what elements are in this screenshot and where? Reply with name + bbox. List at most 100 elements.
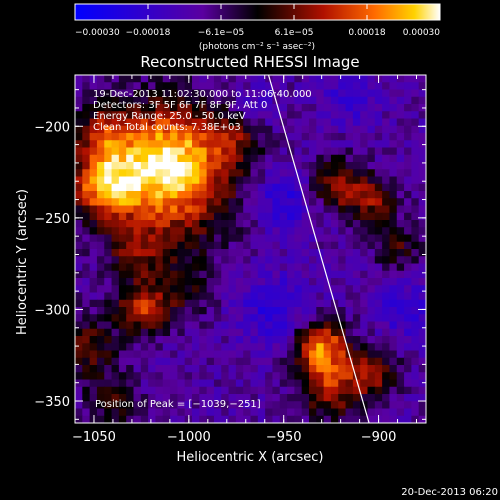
heatmap-cell xyxy=(411,357,420,366)
heatmap-cell xyxy=(294,336,303,344)
heatmap-cell xyxy=(382,176,391,185)
heatmap-cell xyxy=(352,299,361,308)
heatmap-cell xyxy=(287,82,295,91)
heatmap-cell xyxy=(155,408,164,417)
heatmap-cell xyxy=(104,314,113,323)
heatmap-cell xyxy=(170,379,178,388)
heatmap-cell xyxy=(170,314,178,323)
heatmap-cell xyxy=(301,212,310,221)
heatmap-cell xyxy=(111,118,120,127)
heatmap-cell xyxy=(184,111,193,120)
heatmap-cell xyxy=(309,104,317,112)
heatmap-cell xyxy=(228,285,237,294)
heatmap-cell xyxy=(140,104,149,112)
heatmap-cell xyxy=(411,133,420,141)
heatmap-cell xyxy=(287,394,295,402)
heatmap-cell xyxy=(199,96,208,105)
heatmap-cell xyxy=(360,241,369,250)
heatmap-cell xyxy=(352,365,361,373)
heatmap-cell xyxy=(396,169,405,178)
heatmap-cell xyxy=(382,328,391,337)
heatmap-cell xyxy=(272,205,281,214)
heatmap-cell xyxy=(162,299,171,308)
heatmap-cell xyxy=(411,227,420,236)
heatmap-cell xyxy=(345,292,354,301)
heatmap-cell xyxy=(235,104,244,112)
heatmap-cell xyxy=(235,154,244,163)
heatmap-cell xyxy=(294,191,303,199)
heatmap-cell xyxy=(257,321,266,330)
heatmap-cell xyxy=(177,365,186,373)
heatmap-cell xyxy=(96,212,105,221)
heatmap-cell xyxy=(411,169,420,178)
heatmap-cell xyxy=(148,307,157,315)
heatmap-cell xyxy=(199,357,208,366)
heatmap-cell xyxy=(111,133,120,141)
heatmap-cell xyxy=(243,191,252,199)
heatmap-cell xyxy=(360,118,369,127)
heatmap-cell xyxy=(338,104,347,112)
heatmap-cell xyxy=(352,176,361,185)
heatmap-cell xyxy=(411,299,420,308)
heatmap-cell xyxy=(352,285,361,294)
heatmap-cell xyxy=(382,154,391,163)
heatmap-cell xyxy=(243,198,252,207)
heatmap-cell xyxy=(265,278,274,286)
heatmap-cell xyxy=(411,249,420,257)
heatmap-cell xyxy=(316,162,325,170)
heatmap-cell xyxy=(257,357,266,366)
heatmap-cell xyxy=(235,292,244,301)
heatmap-cell xyxy=(221,169,230,178)
heatmap-cell xyxy=(243,365,252,373)
heatmap-cell xyxy=(206,169,215,178)
heatmap-cell xyxy=(382,394,391,402)
heatmap-cell xyxy=(272,292,281,301)
heatmap-cell xyxy=(155,285,164,294)
heatmap-cell xyxy=(155,176,164,185)
heatmap-cell xyxy=(309,75,317,83)
heatmap-cell xyxy=(396,386,405,395)
heatmap-cell xyxy=(221,96,230,105)
heatmap-cell xyxy=(265,234,274,243)
heatmap-cell xyxy=(352,256,361,265)
heatmap-cell xyxy=(162,118,171,127)
heatmap-cell xyxy=(96,133,105,141)
heatmap-cell xyxy=(345,263,354,272)
heatmap-cell xyxy=(206,321,215,330)
heatmap-cell xyxy=(396,191,405,199)
heatmap-cell xyxy=(389,328,398,337)
heatmap-cell xyxy=(279,96,288,105)
heatmap-cell xyxy=(126,328,135,337)
heatmap-cell xyxy=(75,249,83,257)
heatmap-cell xyxy=(243,372,252,381)
heatmap-cell xyxy=(155,314,164,323)
heatmap-cell xyxy=(279,314,288,323)
heatmap-cell xyxy=(75,82,83,91)
heatmap-cell xyxy=(82,227,91,236)
heatmap-cell xyxy=(257,278,266,286)
heatmap-cell xyxy=(126,386,135,395)
heatmap-cell xyxy=(199,205,208,214)
x-axis-label: Heliocentric X (arcsec) xyxy=(177,450,324,465)
heatmap-cell xyxy=(257,176,266,185)
heatmap-cell xyxy=(140,75,149,83)
heatmap-cell xyxy=(213,140,222,149)
heatmap-cell xyxy=(323,162,332,170)
heatmap-cell xyxy=(330,234,339,243)
heatmap-cell xyxy=(82,372,91,381)
heatmap-cell xyxy=(404,292,412,301)
heatmap-cell xyxy=(404,191,412,199)
heatmap-cell xyxy=(287,256,295,265)
heatmap-cell xyxy=(250,314,259,323)
heatmap-cell xyxy=(104,89,113,98)
heatmap-cell xyxy=(170,111,178,120)
heatmap-cell xyxy=(206,205,215,214)
heatmap-cell xyxy=(192,82,200,91)
heatmap-cell xyxy=(162,154,171,163)
heatmap-cell xyxy=(250,343,259,352)
heatmap-cell xyxy=(82,415,91,423)
heatmap-cell xyxy=(177,212,186,221)
heatmap-cell xyxy=(316,350,325,359)
heatmap-cell xyxy=(382,299,391,308)
heatmap-cell xyxy=(140,147,149,156)
